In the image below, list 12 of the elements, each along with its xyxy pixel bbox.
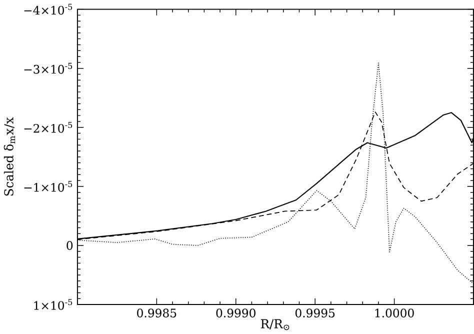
y-tick-label: −3×10$^{-5}$ [24,62,72,74]
x-tick-label: 0.9990 [216,308,256,318]
x-axis-title: R/R$_{⊙}$ [260,319,290,330]
y-tick-label: 0 [66,241,73,250]
y-tick-label: −4×10$^{-5}$ [24,4,72,15]
y-tick-label: 1×10$^{-5}$ [34,299,72,310]
y-tick-label: −2×10$^{-5}$ [24,122,72,133]
y-tick-label: −1×10$^{-5}$ [24,181,72,192]
x-tick-label: 0.9995 [296,308,335,318]
y-axis-title: Scaled δ$_{m}$x/x [4,117,16,196]
x-tick-label: 0.9985 [137,308,176,318]
x-tick-label: 1.0000 [375,308,414,318]
